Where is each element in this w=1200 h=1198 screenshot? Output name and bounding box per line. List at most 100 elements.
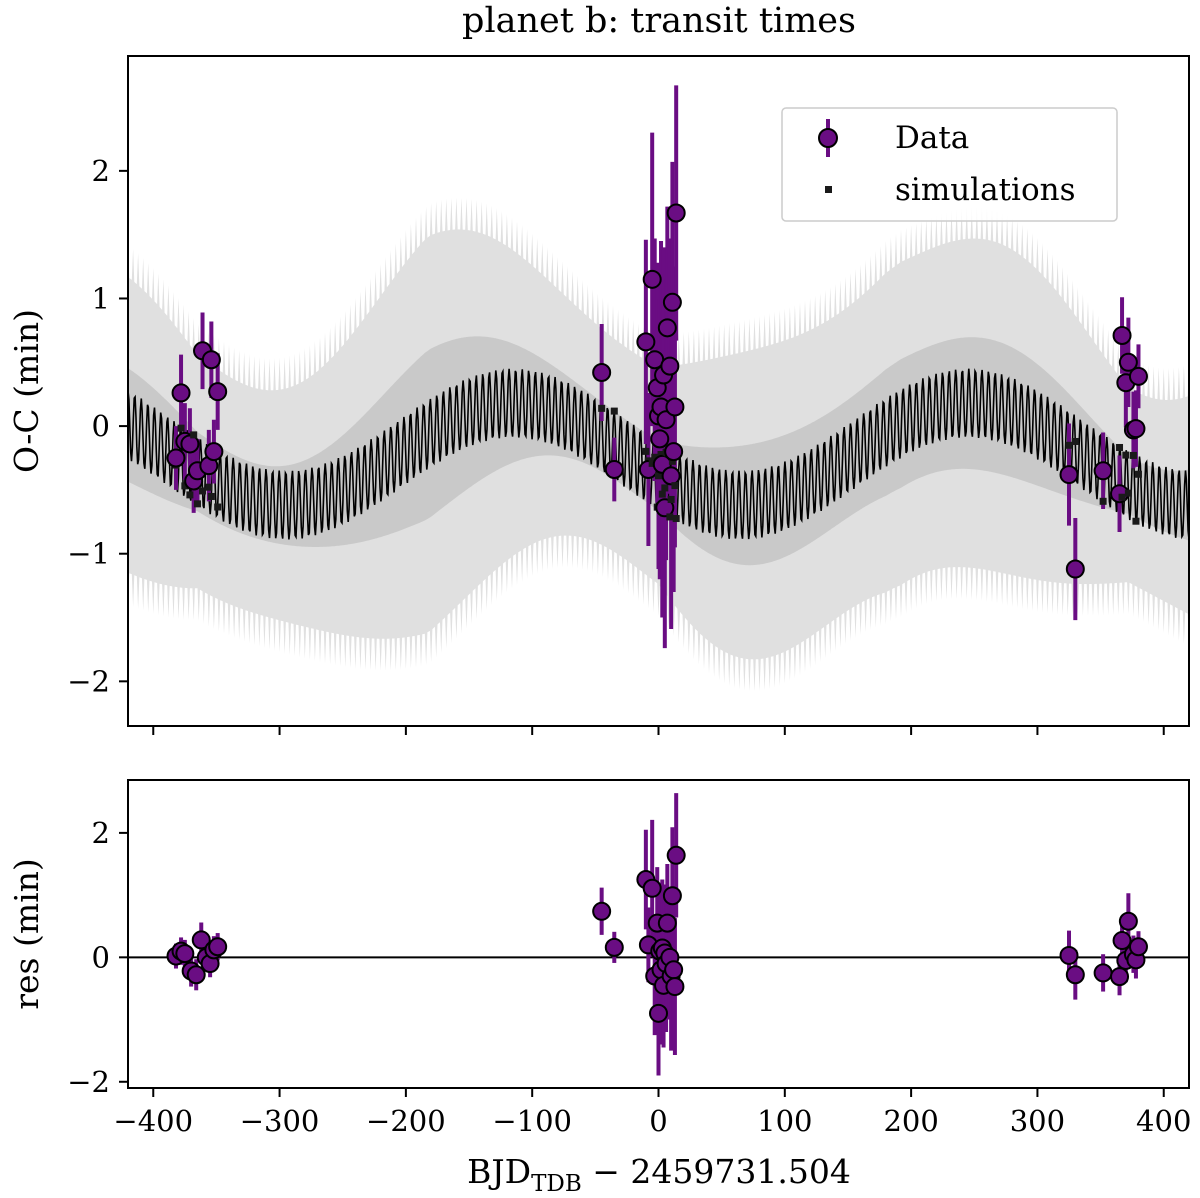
legend-simulations-label: simulations [895, 172, 1076, 208]
simulation-marker [199, 487, 207, 495]
legend-simulations-marker [825, 186, 832, 193]
top-data-point [171, 383, 191, 403]
x-tick-label: −400 [113, 1104, 193, 1138]
data-points-bottom [166, 793, 1148, 1076]
simulation-marker [666, 513, 674, 521]
simulation-marker [661, 484, 669, 492]
top-data-point [592, 362, 612, 382]
simulation-marker [190, 431, 198, 439]
top-data-point [666, 203, 686, 223]
top-data-point [166, 448, 186, 468]
simulation-marker [668, 457, 676, 465]
residual-data-point [208, 937, 228, 957]
x-axis-label: BJDTDB − 2459731.504 [467, 1152, 851, 1197]
simulation-marker [1071, 437, 1079, 445]
top-data-point [656, 410, 676, 430]
y-tick-label: −2 [67, 664, 110, 698]
top-data-point [650, 429, 670, 449]
bottom-panel: −400 −300 −200 −100 0 100 200 300 400 −2 0 2 res (… [7, 779, 1191, 1197]
top-data-point [201, 350, 221, 370]
top-data-point [1112, 325, 1132, 345]
bottom-x-ticks: −400 −300 −200 −100 0 100 200 300 400 [113, 1088, 1191, 1138]
top-data-point [657, 318, 677, 338]
simulation-marker [1129, 451, 1137, 459]
top-data-point [1059, 465, 1079, 485]
residual-data-point [1093, 963, 1113, 983]
residual-data-point [191, 930, 211, 950]
top-data-point [665, 397, 685, 417]
top-y-ticks: −2 −1 0 1 2 [67, 154, 128, 698]
legend-data-marker [818, 128, 838, 148]
x-axis-label-main: BJD [467, 1152, 531, 1191]
residual-data-point [1065, 965, 1085, 985]
x-tick-label: 300 [1010, 1104, 1065, 1138]
x-tick-label: 100 [757, 1104, 812, 1138]
legend: Data simulations [781, 107, 1118, 222]
residual-data-point [664, 960, 684, 980]
simulation-marker [193, 500, 201, 508]
data-points-top [166, 85, 1148, 649]
top-data-point [180, 434, 200, 454]
top-data-point [1065, 559, 1085, 579]
bottom-y-ticks: −2 0 2 [67, 816, 128, 1099]
residual-data-point [1059, 945, 1079, 965]
top-data-point [208, 382, 228, 402]
x-tick-label: 0 [649, 1104, 667, 1138]
top-data-point [636, 332, 656, 352]
simulation-marker [610, 407, 618, 415]
residual-data-point [642, 878, 662, 898]
y-tick-label: 1 [92, 281, 110, 315]
top-data-point [655, 498, 675, 518]
top-data-point [642, 269, 662, 289]
x-axis-label-suffix: − 2459731.504 [582, 1152, 851, 1191]
top-y-axis-label: O-C (min) [7, 309, 46, 473]
top-data-point [661, 466, 681, 486]
top-data-point [204, 442, 224, 462]
top-data-point [1128, 366, 1148, 386]
simulation-marker [657, 450, 665, 458]
simulation-marker [598, 404, 606, 412]
simulation-marker [207, 492, 215, 500]
residual-data-point [665, 977, 685, 997]
legend-data-label: Data [895, 120, 969, 156]
residual-data-point [662, 886, 682, 906]
simulation-marker [1118, 493, 1126, 501]
top-data-point [664, 442, 684, 462]
simulation-marker [1116, 443, 1124, 451]
simulation-marker [205, 483, 213, 491]
y-tick-label: 0 [92, 940, 110, 974]
simulation-marker [1065, 441, 1073, 449]
y-tick-label: −1 [67, 537, 110, 571]
residual-data-point [175, 944, 195, 964]
residual-data-point [592, 901, 612, 921]
y-tick-label: −2 [67, 1065, 110, 1099]
bottom-y-axis-label: res (min) [7, 858, 46, 1010]
top-data-point [662, 292, 682, 312]
top-data-point [1093, 461, 1113, 481]
residual-data-point [649, 1003, 668, 1023]
simulation-marker [1099, 497, 1107, 505]
simulation-marker [181, 482, 189, 490]
top-data-point [1126, 419, 1146, 439]
x-tick-label: 200 [883, 1104, 938, 1138]
simulation-marker [1124, 489, 1132, 497]
y-tick-label: 0 [92, 409, 110, 443]
y-tick-label: 2 [92, 816, 110, 850]
x-tick-label: −300 [240, 1104, 320, 1138]
simulation-marker [1132, 517, 1140, 525]
simulation-marker [1134, 470, 1142, 478]
simulation-marker [642, 447, 650, 455]
x-tick-label: −200 [366, 1104, 446, 1138]
legend-box [781, 107, 1118, 222]
simulation-marker [671, 482, 679, 490]
x-tick-label: 400 [1136, 1104, 1191, 1138]
x-axis-label-subscript: TDB [531, 1171, 582, 1197]
top-x-ticks [152, 726, 1165, 735]
simulation-marker [672, 515, 680, 523]
x-tick-label: −100 [492, 1104, 572, 1138]
residual-data-point [1112, 931, 1132, 951]
top-data-point [604, 459, 624, 479]
residual-data-point [1110, 967, 1130, 987]
simulation-marker [214, 503, 222, 511]
residual-data-point [186, 965, 206, 985]
